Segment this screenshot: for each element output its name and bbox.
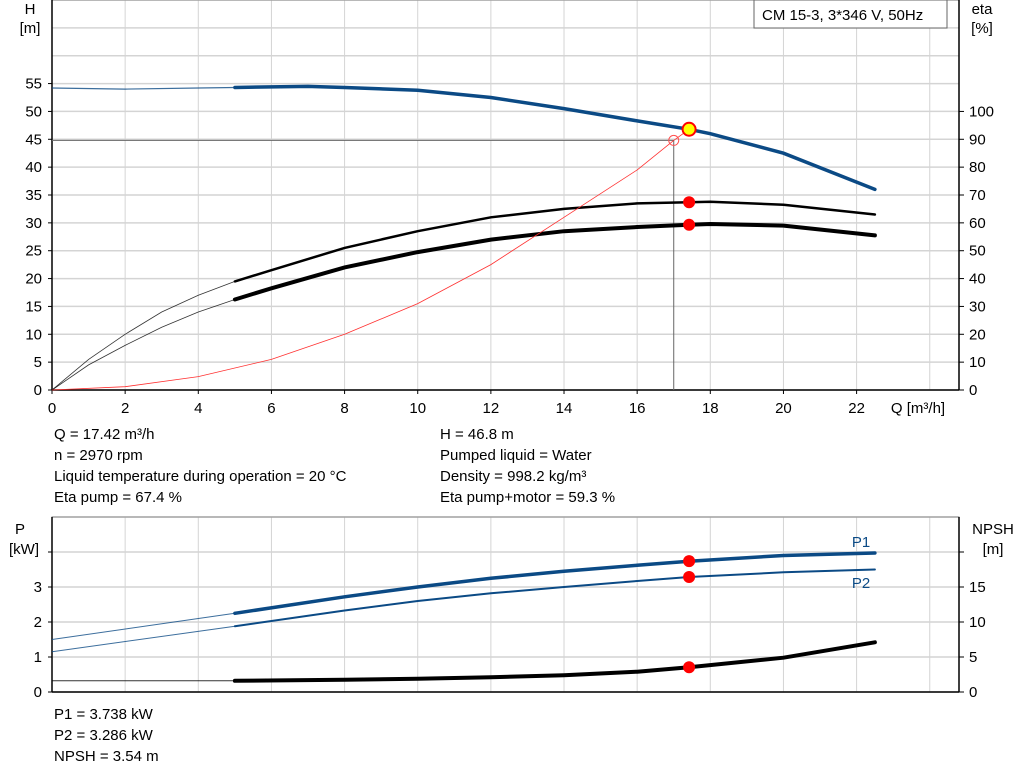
y-axis-unit: [kW]	[9, 541, 39, 558]
y-tick-label: 1	[34, 649, 42, 666]
y2-tick-label: 0	[969, 684, 977, 701]
info-bottom: P1 = 3.738 kW P2 = 3.286 kW NPSH = 3.54 …	[54, 704, 159, 767]
y2-tick-label: 70	[969, 187, 986, 204]
y-tick-label: 0	[34, 684, 42, 701]
system-curve	[51, 128, 690, 391]
head-curve-extrapolated	[51, 86, 235, 90]
y2-tick-label: 40	[969, 271, 986, 288]
y-tick-label: 50	[25, 103, 42, 120]
info-density: Density = 998.2 kg/m³	[440, 468, 587, 485]
title-box	[753, 0, 948, 29]
info-temp: Liquid temperature during operation = 20…	[54, 468, 347, 485]
info-h: H = 46.8 m	[440, 426, 514, 443]
x-tick-label: 20	[775, 400, 792, 417]
eta-pump-motor-curve	[232, 221, 877, 302]
chart-title: CM 15-3, 3*346 V, 50Hz	[762, 7, 923, 24]
eta-pump-motor-curve-extrapolated	[51, 299, 236, 391]
p1-curve-extrapolated	[51, 612, 235, 640]
y2-tick-label: 90	[969, 131, 986, 148]
info-right: H = 46.8 m Pumped liquid = Water Density…	[440, 424, 615, 508]
p2-curve	[233, 568, 876, 628]
y-axis-label: P	[15, 521, 25, 538]
y2-tick-label: 20	[969, 326, 986, 343]
x-tick-label: 10	[409, 400, 426, 417]
y-tick-label: 25	[25, 243, 42, 260]
npsh-point	[683, 661, 696, 674]
head-curve	[233, 84, 877, 192]
y-tick-label: 15	[25, 298, 42, 315]
x-tick-label: 18	[702, 400, 719, 417]
y2-tick-label: 80	[969, 159, 986, 176]
y-tick-label: 45	[25, 131, 42, 148]
eta-pump-motor-point	[683, 218, 696, 231]
y2-tick-label: 5	[969, 649, 977, 666]
p2-label: P2	[852, 575, 870, 592]
x-tick-label: 8	[340, 400, 348, 417]
info-n: n = 2970 rpm	[54, 447, 143, 464]
p2-curve-extrapolated	[51, 625, 235, 653]
y2-tick-label: 30	[969, 298, 986, 315]
y2-tick-label: 60	[969, 215, 986, 232]
info-liquid: Pumped liquid = Water	[440, 447, 592, 464]
y2-tick-label: 0	[969, 382, 977, 399]
y2-axis-label: eta	[972, 1, 994, 18]
x-tick-label: 16	[629, 400, 646, 417]
y2-tick-label: 50	[969, 243, 986, 260]
x-tick-label: 4	[194, 400, 202, 417]
operating-point	[681, 121, 697, 137]
y-tick-label: 0	[34, 382, 42, 399]
duty-point-marker	[668, 134, 680, 146]
info-p1: P1 = 3.738 kW	[54, 706, 153, 723]
info-q: Q = 17.42 m³/h	[54, 426, 155, 443]
y2-tick-label: 15	[969, 579, 986, 596]
info-eta-pump: Eta pump = 67.4 %	[54, 489, 182, 506]
y-tick-label: 10	[25, 326, 42, 343]
y-tick-label: 5	[34, 354, 42, 371]
y-tick-label: 40	[25, 159, 42, 176]
y-tick-label: 55	[25, 76, 42, 93]
eta-pump-point	[683, 196, 696, 209]
y2-axis-unit: [m]	[983, 541, 1004, 558]
y2-axis-label: NPSH	[972, 521, 1014, 538]
y-tick-label: 20	[25, 271, 42, 288]
y-axis-label: H	[25, 1, 36, 18]
info-npsh: NPSH = 3.54 m	[54, 748, 159, 765]
x-tick-label: 12	[483, 400, 500, 417]
eta-pump-curve	[233, 200, 877, 283]
npsh-curve	[232, 640, 877, 683]
y2-axis-unit: [%]	[971, 20, 993, 37]
y-axis-unit: [m]	[20, 20, 41, 37]
info-p2: P2 = 3.286 kW	[54, 727, 153, 744]
y2-tick-label: 10	[969, 354, 986, 371]
y-tick-label: 2	[34, 614, 42, 631]
p1-point	[683, 555, 696, 568]
y2-tick-label: 100	[969, 103, 994, 120]
x-tick-label: 0	[48, 400, 56, 417]
eta-pump-curve-extrapolated	[51, 281, 236, 391]
x-tick-label: 2	[121, 400, 129, 417]
x-axis-label: Q [m³/h]	[891, 400, 945, 417]
info-eta-pump-motor: Eta pump+motor = 59.3 %	[440, 489, 616, 506]
p1-curve	[233, 551, 877, 616]
p1-label: P1	[852, 534, 870, 551]
y2-tick-label: 10	[969, 614, 986, 631]
info-left: Q = 17.42 m³/h n = 2970 rpm Liquid tempe…	[54, 424, 346, 508]
p2-point	[683, 570, 696, 583]
y-tick-label: 35	[25, 187, 42, 204]
y-tick-label: 3	[34, 579, 42, 596]
y-tick-label: 30	[25, 215, 42, 232]
plot-frame	[51, 516, 960, 693]
x-tick-label: 6	[267, 400, 275, 417]
x-tick-label: 14	[556, 400, 573, 417]
x-tick-label: 22	[848, 400, 865, 417]
